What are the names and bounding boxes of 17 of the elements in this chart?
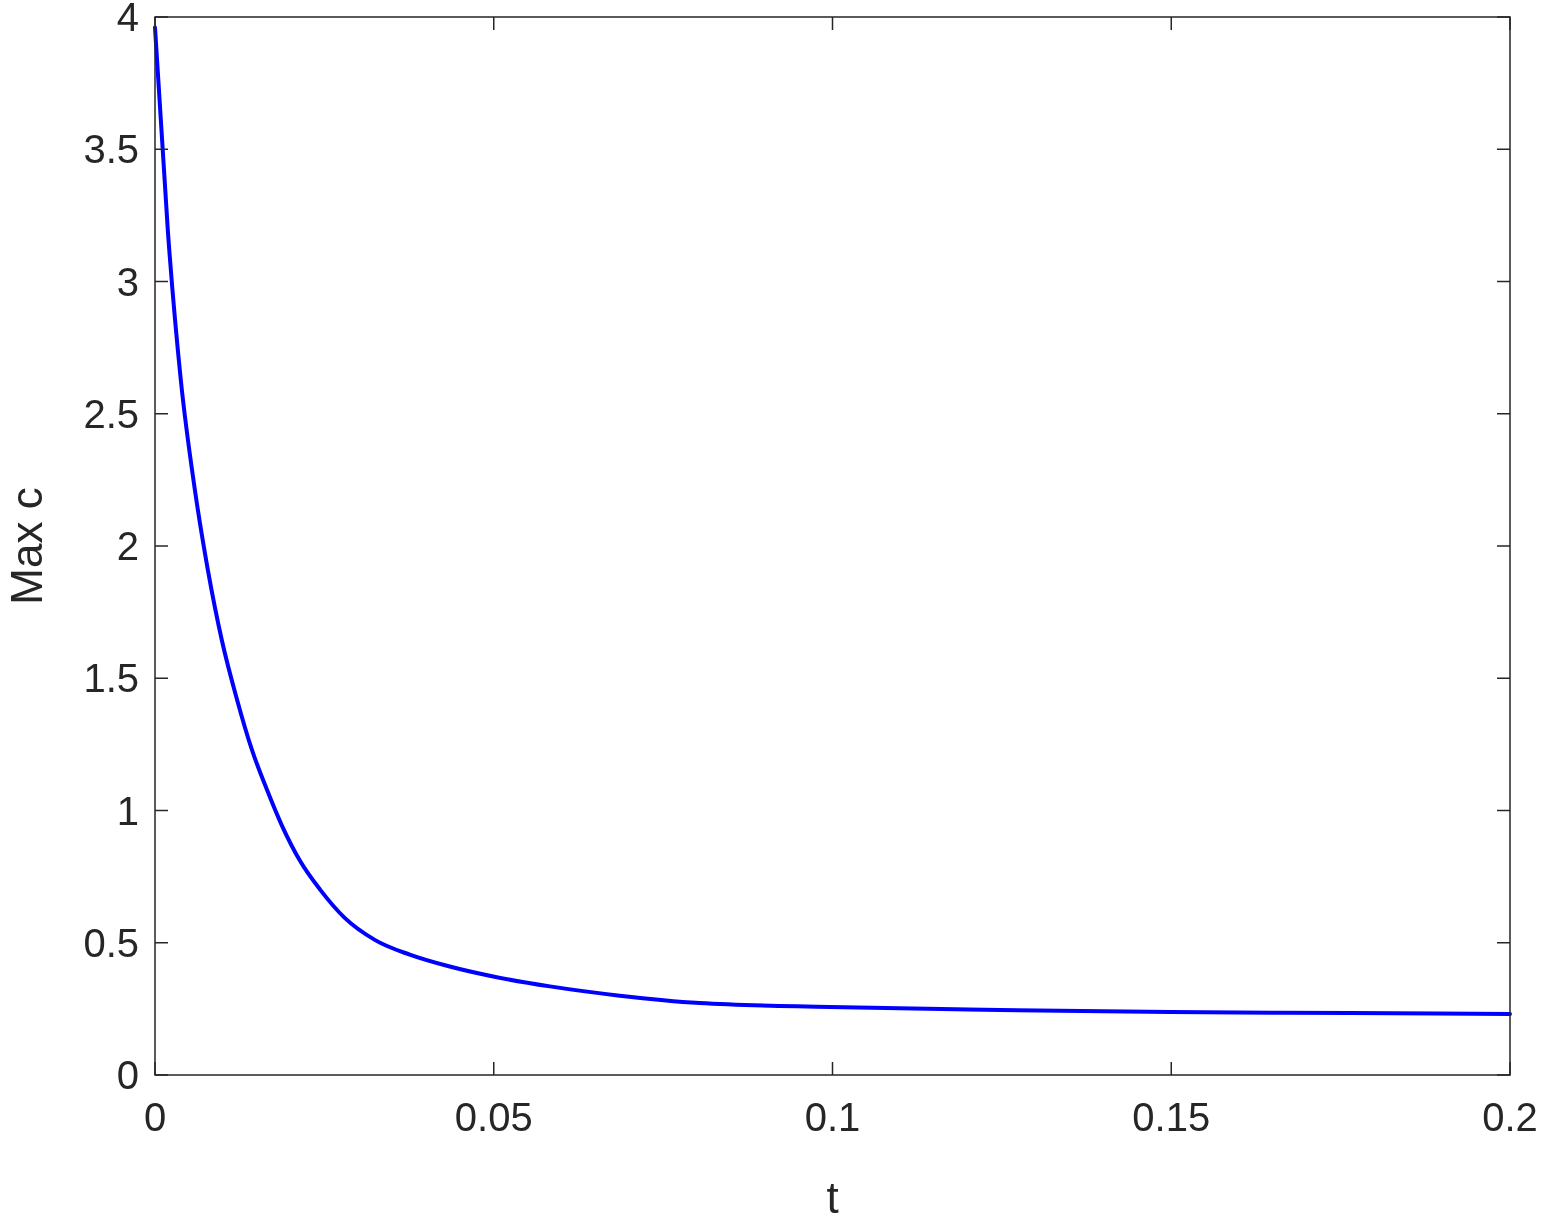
y-tick-label: 1: [116, 788, 139, 833]
line-series: [153, 25, 1512, 1016]
y-tick-label: 2: [116, 524, 139, 568]
y-tick-label: 0.5: [83, 920, 139, 965]
y-tick-label: 3.5: [83, 127, 139, 172]
x-tick-label: 0.2: [1482, 1095, 1538, 1139]
y-tick-label: 1.5: [83, 656, 139, 701]
y-tick-label: 4: [116, 0, 139, 39]
x-axis-title: t: [826, 1173, 839, 1221]
x-tick-label: 0: [143, 1095, 167, 1139]
x-tick-label: 0.15: [1132, 1095, 1211, 1139]
x-tick-label: 0.1: [804, 1095, 861, 1139]
y-tick-label: 0: [116, 1053, 139, 1097]
y-tick-label: 3: [116, 259, 139, 304]
y-tick-label: 2.5: [83, 391, 139, 436]
y-axis-title: Max c: [2, 487, 51, 605]
x-tick-label: 0.05: [454, 1095, 533, 1139]
